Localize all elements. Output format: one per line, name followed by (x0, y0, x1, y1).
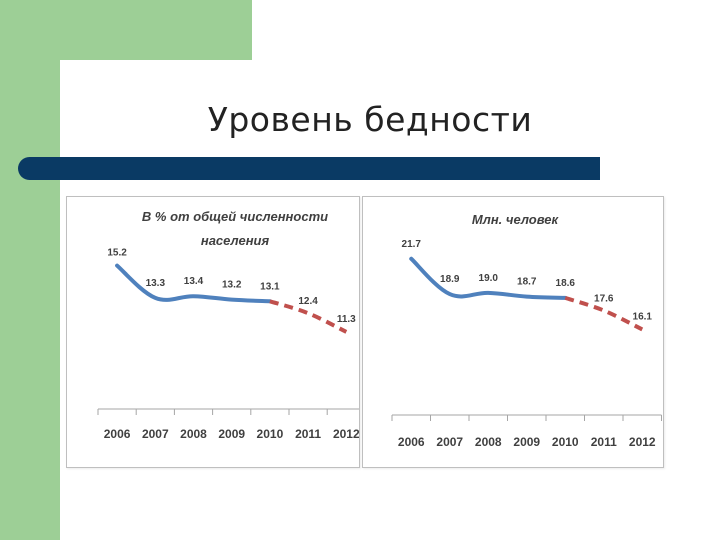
data-label: 17.6 (594, 294, 614, 305)
poverty-percent-chart-svg: В % от общей численности населения 2006 200… (97, 209, 359, 441)
data-label: 13.1 (260, 281, 280, 292)
chart-title-line: В % от общей численности (142, 209, 328, 224)
x-tick-label: 2009 (218, 427, 245, 441)
green-accent-left (0, 0, 60, 540)
poverty-millions-chart: Млн. человек 2006 2007 2008 2009 2010 2011 2012… (362, 196, 664, 468)
x-tick-label: 2010 (552, 435, 579, 449)
x-tick-label: 2012 (629, 435, 656, 449)
actual-series-line (115, 263, 272, 304)
x-tick-label: 2012 (333, 427, 359, 441)
x-tick-label: 2010 (257, 427, 284, 441)
data-label: 15.2 (107, 248, 127, 259)
data-label: 18.7 (517, 277, 537, 288)
poverty-millions-chart-svg: Млн. человек 2006 2007 2008 2009 2010 2011 2012… (391, 212, 662, 449)
data-label: 16.1 (633, 311, 653, 322)
poverty-percent-chart: В % от общей численности населения 2006 200… (66, 196, 360, 468)
data-label: 21.7 (402, 239, 422, 250)
x-tick-label: 2006 (104, 427, 131, 441)
x-tick-label: 2011 (591, 435, 617, 449)
chart-title-line: Млн. человек (472, 212, 560, 227)
x-tick-label: 2007 (142, 427, 169, 441)
chart-title-line: населения (201, 233, 270, 248)
data-label: 13.4 (184, 276, 204, 287)
data-label: 11.3 (337, 314, 356, 325)
title-rule (18, 157, 600, 180)
data-label: 13.2 (222, 280, 242, 291)
data-label: 19.0 (479, 273, 499, 284)
data-label: 18.6 (556, 278, 576, 289)
x-tick-label: 2008 (180, 427, 207, 441)
x-tick-label: 2011 (295, 427, 321, 441)
x-tick-label: 2009 (513, 435, 540, 449)
data-label: 18.9 (440, 274, 460, 285)
data-label: 13.3 (146, 278, 166, 289)
data-label: 12.4 (298, 296, 318, 307)
actual-series-line (409, 256, 568, 300)
forecast-series-line (269, 299, 348, 334)
x-tick-label: 2008 (475, 435, 502, 449)
x-tick-label: 2006 (398, 435, 425, 449)
slide-title: Уровень бедности (207, 100, 533, 139)
x-tick-label: 2007 (436, 435, 463, 449)
